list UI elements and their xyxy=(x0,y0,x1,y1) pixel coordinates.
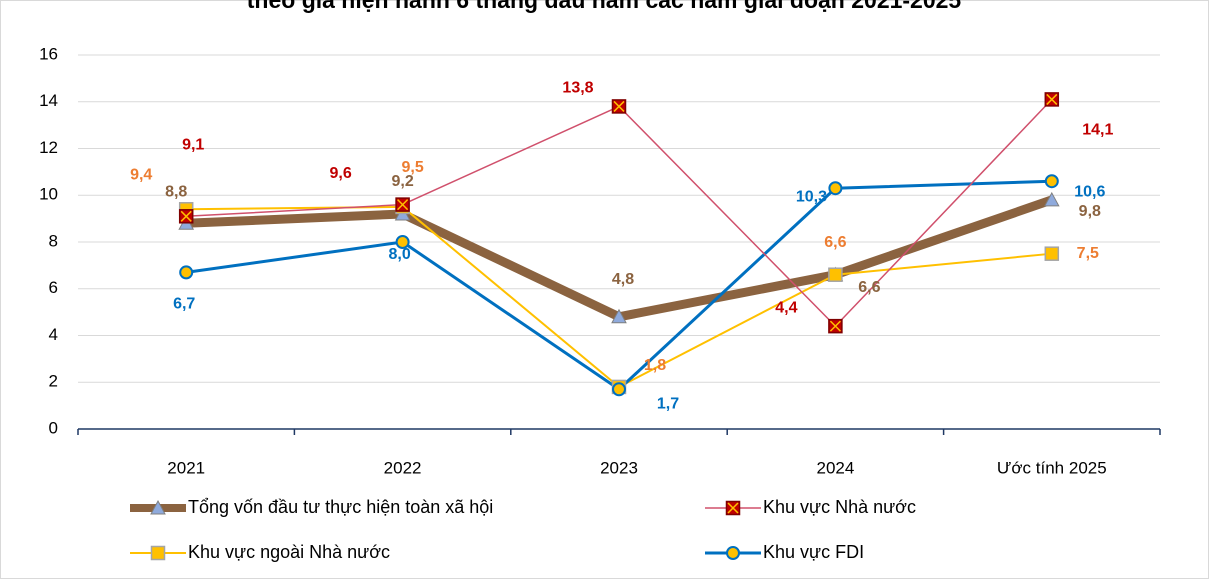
data-label: 6,7 xyxy=(173,296,195,313)
data-label: 1,8 xyxy=(644,357,666,374)
marker-shape xyxy=(1043,191,1060,207)
marker-shape xyxy=(179,265,194,280)
marker-x xyxy=(1046,93,1058,105)
marker xyxy=(611,99,627,114)
data-label: 8,8 xyxy=(165,184,187,201)
x-tick-label: Ước tính 2025 xyxy=(997,458,1107,477)
marker xyxy=(1044,174,1059,189)
data-label: 6,6 xyxy=(858,279,880,296)
marker-shape xyxy=(1044,174,1059,189)
legend-label: Khu vực ngoài Nhà nước xyxy=(188,542,390,562)
marker xyxy=(395,197,410,212)
marker-x xyxy=(613,100,625,112)
x-tick-label: 2021 xyxy=(167,458,205,477)
data-label: 10,6 xyxy=(1074,183,1105,200)
marker xyxy=(178,209,194,224)
data-label: 7,5 xyxy=(1077,245,1099,262)
y-tick-label: 14 xyxy=(39,91,58,110)
x-tick-label: 2024 xyxy=(816,458,854,477)
marker-shape xyxy=(395,235,410,249)
marker xyxy=(1044,246,1060,261)
marker-x xyxy=(829,320,841,332)
marker xyxy=(395,235,410,249)
marker-x xyxy=(727,502,739,514)
data-label: 8,0 xyxy=(388,246,410,263)
data-label: 9,4 xyxy=(130,166,152,183)
marker xyxy=(150,545,166,561)
data-label: 9,5 xyxy=(401,159,423,176)
data-label: 13,8 xyxy=(562,80,593,97)
data-label: 14,1 xyxy=(1082,122,1113,139)
legend-label: Tổng vốn đầu tư thực hiện toàn xã hội xyxy=(188,497,493,517)
marker xyxy=(1044,92,1060,107)
marker xyxy=(179,265,194,280)
y-tick-label: 16 xyxy=(39,44,58,63)
data-label: 10,3 xyxy=(796,188,827,205)
data-label: 9,6 xyxy=(329,165,351,182)
marker-x xyxy=(397,199,409,211)
marker xyxy=(611,308,627,324)
legend-label: Khu vực FDI xyxy=(763,542,864,562)
x-tick-label: 2022 xyxy=(384,458,422,477)
marker-shape xyxy=(828,267,843,282)
marker-x xyxy=(180,210,192,222)
chart-title: theo giá hiện hành 6 tháng đầu năm các n… xyxy=(247,0,962,13)
data-label: 9,2 xyxy=(391,173,413,190)
marker-shape xyxy=(726,546,740,560)
data-label: 4,4 xyxy=(775,299,797,316)
marker xyxy=(726,546,740,560)
marker xyxy=(725,500,741,516)
marker-shape xyxy=(150,499,166,515)
marker xyxy=(150,499,166,515)
y-tick-label: 4 xyxy=(49,325,58,344)
data-label: 1,7 xyxy=(657,395,679,412)
marker xyxy=(612,382,626,397)
marker-shape xyxy=(612,382,626,397)
marker xyxy=(828,267,843,282)
y-tick-label: 2 xyxy=(49,372,58,391)
y-tick-label: 6 xyxy=(49,278,58,297)
marker-shape xyxy=(611,308,627,324)
marker xyxy=(1043,191,1060,207)
x-tick-label: 2023 xyxy=(600,458,638,477)
legend-label: Khu vực Nhà nước xyxy=(763,497,916,517)
y-tick-label: 10 xyxy=(39,185,58,204)
y-tick-label: 0 xyxy=(49,418,58,437)
data-label: 9,1 xyxy=(182,137,204,154)
data-label: 9,8 xyxy=(1079,203,1101,220)
marker xyxy=(828,181,843,196)
marker xyxy=(828,318,843,334)
data-label: 4,8 xyxy=(612,271,634,288)
y-tick-label: 8 xyxy=(49,231,58,250)
data-label: 6,6 xyxy=(824,234,846,251)
marker-shape xyxy=(828,181,843,196)
marker-shape xyxy=(1044,246,1060,261)
y-tick-label: 12 xyxy=(39,138,58,157)
marker-shape xyxy=(150,545,166,561)
